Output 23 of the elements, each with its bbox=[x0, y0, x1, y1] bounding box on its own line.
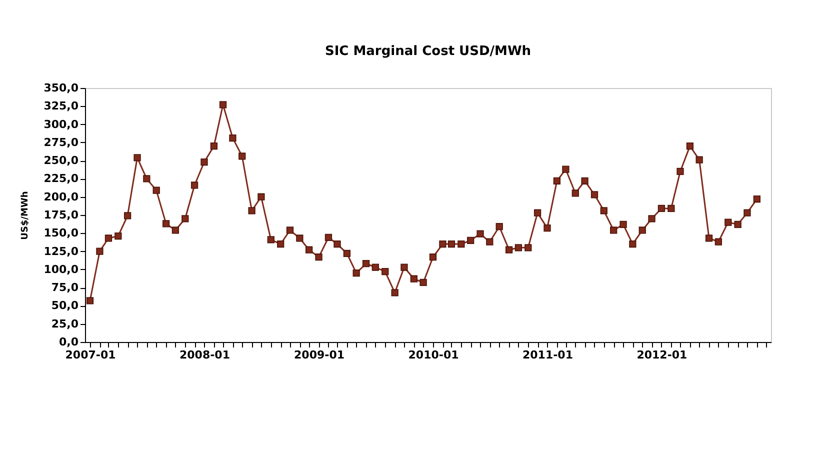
y-tick-label: 25,0 bbox=[51, 317, 79, 330]
x-tick-label: 2007-01 bbox=[65, 348, 116, 362]
y-tick-label: 125,0 bbox=[44, 244, 79, 258]
y-tick-label: 75,0 bbox=[51, 281, 79, 294]
y-tick-label: 100,0 bbox=[44, 262, 79, 276]
x-tick-label: 2012-01 bbox=[636, 348, 688, 362]
y-tick-label: 350,0 bbox=[44, 82, 79, 94]
x-tick-label: 2010-01 bbox=[408, 348, 459, 362]
x-tick-label: 2009-01 bbox=[294, 348, 345, 362]
y-tick-label: 200,0 bbox=[44, 190, 79, 204]
y-tick-label: 0,0 bbox=[59, 336, 79, 348]
y-tick-label: 225,0 bbox=[44, 172, 79, 186]
y-tick-label: 300,0 bbox=[44, 118, 79, 131]
x-tick-label: 2011-01 bbox=[522, 348, 573, 362]
chart-title: SIC Marginal Cost USD/MWh bbox=[324, 44, 532, 59]
y-tick-label: 150,0 bbox=[44, 226, 79, 240]
y-tick-label: 325,0 bbox=[44, 100, 79, 113]
y-tick-label: 175,0 bbox=[44, 208, 79, 222]
x-tick-label: 2008-01 bbox=[179, 348, 230, 362]
y-tick-label: 50,0 bbox=[51, 299, 79, 312]
y-tick-label: 275,0 bbox=[44, 136, 79, 149]
y-axis-title: US$/MWh bbox=[20, 191, 31, 240]
y-tick-label: 250,0 bbox=[44, 154, 79, 168]
